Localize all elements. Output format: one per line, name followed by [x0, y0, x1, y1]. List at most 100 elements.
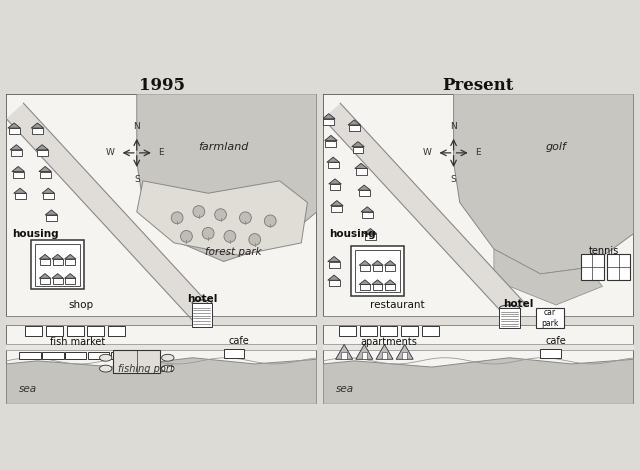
Bar — [353, 147, 364, 153]
Polygon shape — [359, 260, 371, 265]
Bar — [43, 193, 54, 199]
Bar — [192, 304, 212, 327]
Circle shape — [224, 230, 236, 243]
Text: car
park: car park — [541, 308, 559, 328]
Bar — [341, 352, 347, 359]
Bar — [9, 128, 20, 134]
Polygon shape — [39, 274, 51, 278]
Bar — [46, 215, 57, 221]
Bar — [46, 326, 63, 336]
Polygon shape — [348, 120, 360, 125]
Bar — [328, 280, 340, 286]
Bar — [113, 350, 160, 373]
Bar — [328, 262, 340, 268]
Polygon shape — [12, 166, 24, 172]
Bar — [339, 326, 356, 336]
Text: E: E — [476, 149, 481, 157]
Bar — [372, 284, 383, 290]
Bar — [111, 352, 132, 359]
Bar — [332, 206, 342, 212]
Polygon shape — [10, 145, 22, 150]
Bar — [607, 254, 630, 280]
Text: hotel: hotel — [504, 298, 534, 308]
Text: cafe: cafe — [546, 336, 566, 346]
Polygon shape — [361, 207, 374, 212]
Polygon shape — [372, 280, 383, 284]
Text: forest park: forest park — [205, 247, 261, 257]
FancyBboxPatch shape — [323, 94, 634, 404]
Polygon shape — [331, 201, 343, 206]
Bar — [88, 326, 104, 336]
Polygon shape — [52, 274, 63, 278]
Bar — [422, 326, 439, 336]
Polygon shape — [42, 188, 54, 193]
Bar — [65, 278, 76, 284]
Polygon shape — [328, 257, 340, 262]
Text: farmland: farmland — [198, 142, 249, 152]
Bar — [224, 349, 244, 358]
Polygon shape — [355, 164, 367, 168]
Bar — [362, 352, 367, 359]
Polygon shape — [6, 103, 210, 321]
Text: tennis: tennis — [589, 246, 620, 256]
Polygon shape — [358, 185, 371, 190]
Bar — [385, 284, 395, 290]
Circle shape — [172, 212, 183, 224]
Text: restaurant: restaurant — [371, 300, 425, 310]
Polygon shape — [323, 103, 527, 321]
Bar — [35, 243, 80, 286]
Text: sea: sea — [19, 384, 37, 394]
Polygon shape — [372, 260, 383, 265]
Text: hotel: hotel — [187, 294, 217, 304]
Bar — [365, 234, 376, 240]
Text: cafe: cafe — [229, 336, 250, 346]
Polygon shape — [36, 145, 49, 150]
Polygon shape — [323, 358, 634, 404]
Polygon shape — [385, 280, 396, 284]
Bar — [381, 352, 387, 359]
Bar — [362, 212, 372, 218]
Bar — [25, 326, 42, 336]
Bar — [323, 119, 334, 125]
Text: W: W — [423, 149, 432, 157]
Text: S: S — [451, 174, 456, 184]
Bar — [401, 326, 418, 336]
Circle shape — [249, 234, 260, 245]
Bar — [356, 168, 367, 174]
Bar — [330, 184, 340, 190]
Bar — [40, 278, 50, 284]
Bar — [40, 172, 51, 178]
Polygon shape — [137, 181, 307, 255]
Bar — [402, 352, 408, 359]
Bar — [326, 141, 337, 147]
Bar — [52, 278, 63, 284]
Circle shape — [202, 227, 214, 239]
Bar — [581, 254, 604, 280]
Circle shape — [239, 212, 252, 224]
Text: E: E — [159, 149, 164, 157]
Polygon shape — [39, 166, 51, 172]
Bar — [536, 308, 564, 328]
Polygon shape — [14, 188, 26, 193]
Bar — [385, 265, 395, 271]
Text: shop: shop — [68, 300, 93, 310]
Text: housing: housing — [330, 229, 376, 239]
Title: Present: Present — [443, 77, 514, 94]
Text: N: N — [133, 122, 140, 131]
Text: W: W — [106, 149, 115, 157]
Bar — [351, 246, 404, 296]
Text: S: S — [134, 174, 140, 184]
Bar — [42, 352, 63, 359]
Polygon shape — [494, 249, 603, 305]
Polygon shape — [8, 123, 20, 128]
Polygon shape — [323, 344, 634, 350]
Polygon shape — [65, 274, 76, 278]
Bar — [360, 326, 376, 336]
Bar — [40, 259, 50, 265]
Bar — [15, 193, 26, 199]
Bar — [31, 240, 84, 290]
Ellipse shape — [162, 354, 174, 361]
Text: fish market: fish market — [50, 337, 105, 347]
Bar — [65, 259, 76, 265]
Circle shape — [180, 230, 193, 243]
